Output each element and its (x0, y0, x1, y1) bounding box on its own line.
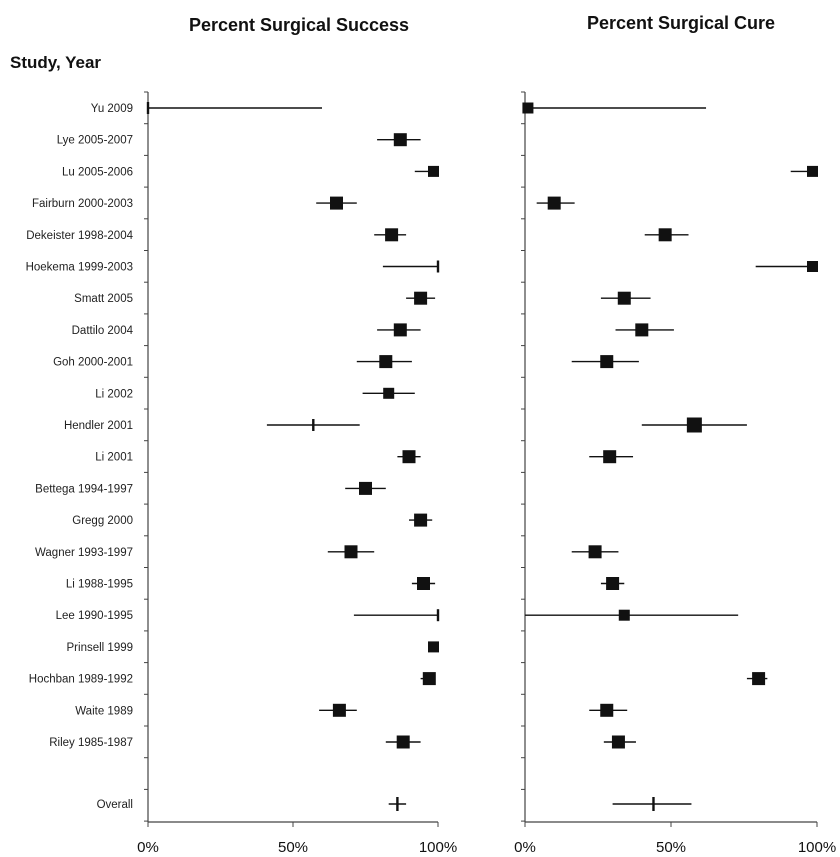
study-label: Li 2002 (95, 388, 133, 400)
point-estimate (385, 228, 399, 242)
study-label: Gregg 2000 (72, 515, 133, 527)
point-estimate (393, 133, 407, 147)
point-estimate (428, 641, 439, 653)
point-estimate (383, 387, 395, 399)
study-label: Dattilo 2004 (72, 325, 134, 337)
study-label: Wagner 1993-1997 (35, 547, 133, 559)
x-tick-label: 50% (278, 839, 308, 856)
study-label: Riley 1985-1987 (49, 737, 133, 749)
point-estimate (547, 196, 561, 210)
study-label: Hendler 2001 (64, 420, 133, 432)
point-estimate (402, 450, 416, 464)
point-estimate (393, 323, 407, 337)
study-label: Lee 1990-1995 (56, 610, 133, 622)
point-estimate (522, 102, 534, 114)
study-label: Dekeister 1998-2004 (26, 230, 133, 242)
point-estimate (611, 735, 625, 749)
study-label: Smatt 2005 (74, 293, 133, 305)
point-estimate (600, 355, 614, 369)
x-tick-label: 100% (798, 839, 836, 856)
point-estimate (807, 261, 818, 272)
point-estimate (414, 291, 428, 305)
x-tick-label: 100% (419, 839, 457, 856)
x-tick-label: 0% (514, 839, 536, 856)
point-estimate (658, 228, 672, 242)
point-estimate (428, 165, 439, 177)
point-estimate (330, 196, 343, 210)
study-label: Lu 2005-2006 (62, 166, 133, 178)
panel-title-success: Percent Surgical Success (189, 15, 409, 35)
point-estimate (752, 672, 766, 686)
study-label: Li 2001 (95, 452, 133, 464)
point-estimate (379, 355, 393, 369)
point-estimate (635, 323, 649, 337)
study-label: Prinsell 1999 (67, 642, 133, 654)
point-estimate (422, 672, 436, 686)
panel-surgical-success: 0% 50% 100% (137, 91, 457, 856)
study-label: Li 1988-1995 (66, 579, 133, 591)
panel-surgical-cure: 0% 50% 100% (514, 91, 836, 856)
point-estimate (396, 735, 410, 749)
point-estimate (686, 417, 702, 433)
x-tick-label: 0% (137, 839, 159, 856)
point-estimate (588, 545, 602, 559)
point-estimate (617, 291, 631, 305)
x-tick-label: 50% (656, 839, 686, 856)
study-label: Yu 2009 (91, 103, 133, 115)
point-estimate (359, 481, 372, 495)
point-estimate (606, 577, 620, 590)
study-labels: Yu 2009 Lye 2005-2007 Lu 2005-2006 Fairburn… (26, 103, 134, 811)
overall-label: Overall (97, 799, 133, 811)
study-label: Goh 2000-2001 (53, 357, 133, 369)
point-estimate (332, 703, 346, 717)
point-estimate (344, 545, 358, 559)
panel-title-cure: Percent Surgical Cure (587, 13, 775, 33)
point-estimate (618, 609, 630, 621)
point-estimate (414, 513, 428, 527)
point-estimate (603, 450, 617, 464)
study-label: Bettega 1994-1997 (35, 483, 133, 495)
point-estimate (600, 703, 614, 717)
study-year-header: Study, Year (10, 53, 101, 72)
study-label: Waite 1989 (75, 705, 133, 717)
study-label: Fairburn 2000-2003 (32, 198, 133, 210)
point-estimate (417, 577, 430, 590)
point-estimate (807, 165, 818, 177)
study-label: Lye 2005-2007 (57, 135, 133, 147)
study-label: Hochban 1989-1992 (29, 674, 133, 686)
study-label: Hoekema 1999-2003 (26, 262, 133, 274)
